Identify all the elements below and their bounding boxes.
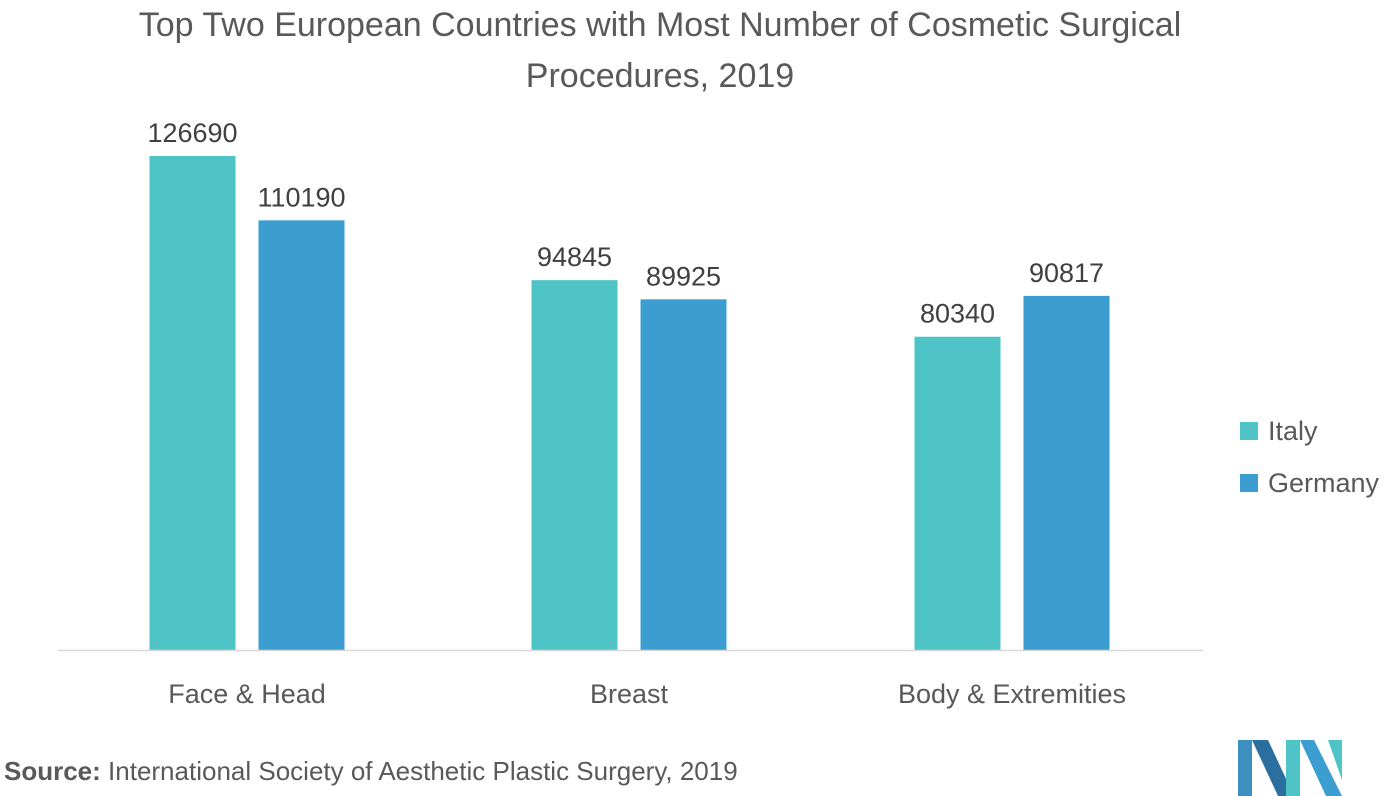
mordor-intelligence-logo-icon [1238,740,1342,796]
x-tick-label-1: Breast [590,679,669,709]
chart-title: Top Two European Countries with Most Num… [0,0,1320,102]
data-label-germany-0: 110190 [257,182,345,212]
bar-italy-0 [149,156,236,650]
source-prefix: Source: [4,756,101,786]
legend-item-italy: Italy [1240,405,1379,457]
bar-germany-1 [640,299,727,650]
bar-germany-0 [258,220,345,651]
bar-italy-2 [914,336,1001,650]
data-label-germany-2: 90817 [1029,258,1104,288]
legend-swatch-germany [1240,474,1258,492]
legend-label-germany: Germany [1268,467,1380,498]
bar-italy-1 [531,280,618,650]
legend-label-italy: Italy [1268,415,1318,446]
source-text: International Society of Aesthetic Plast… [100,756,738,786]
data-label-germany-1: 89925 [646,261,721,291]
chart-legend: Italy Germany [1240,405,1379,509]
x-tick-label-0: Face & Head [168,679,326,709]
bar-germany-2 [1023,295,1110,650]
data-label-italy-0: 126690 [147,118,237,148]
chart-title-line-2: Procedures, 2019 [525,57,795,95]
data-label-italy-2: 80340 [920,299,995,329]
x-tick-label-2: Body & Extremities [898,679,1126,709]
legend-item-germany: Germany [1240,457,1379,509]
data-label-italy-1: 94845 [537,242,612,272]
chart-title-line-1: Top Two European Countries with Most Num… [138,6,1182,44]
legend-swatch-italy [1240,422,1258,440]
source-note: Source: International Society of Aesthet… [4,756,738,787]
